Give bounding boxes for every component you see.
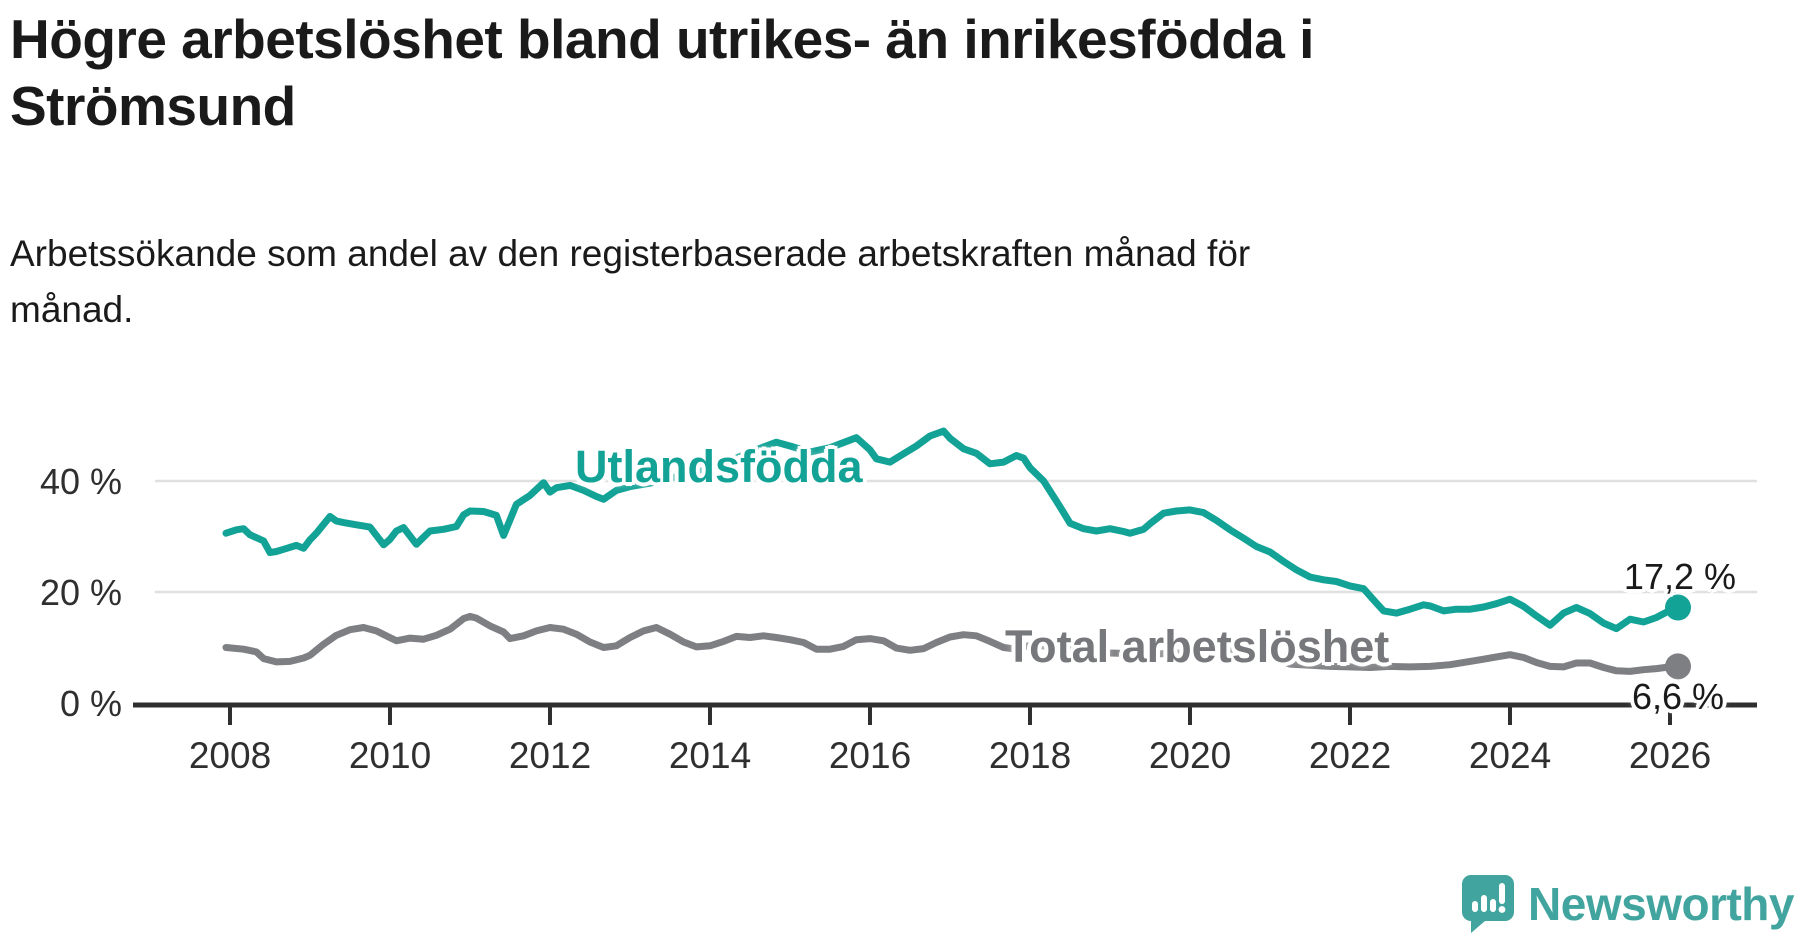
series-end-dot-utlandsfodda <box>1665 594 1691 621</box>
exclamation-bar <box>1499 883 1506 904</box>
x-axis-label-2014: 2014 <box>669 735 751 776</box>
series-label-total-arbetsloshet: Total arbetslöshet <box>1005 621 1390 672</box>
x-axis-label-2022: 2022 <box>1309 735 1391 776</box>
bar-1 <box>1472 901 1479 912</box>
newsworthy-logo: Newsworthy <box>1461 874 1794 934</box>
chart-subtitle-line1: Arbetssökande som andel av den registerb… <box>10 233 1251 274</box>
bar-2 <box>1481 895 1488 912</box>
x-axis-label-2026: 2026 <box>1629 735 1711 776</box>
end-value-label-utlandsfodda: 17,2 % <box>1623 556 1736 597</box>
page-title: Högre arbetslöshet bland utrikes- än inr… <box>10 6 1314 139</box>
y-axis-label-40: 40 % <box>40 461 122 502</box>
y-axis-label-0: 0 % <box>60 683 122 724</box>
series-line-utlandsfodda <box>222 427 1682 633</box>
x-axis-label-2024: 2024 <box>1469 735 1551 776</box>
x-axis-label-2018: 2018 <box>989 735 1071 776</box>
y-axis-label-20: 20 % <box>40 572 122 613</box>
series-label-utlandsfodda: Utlandsfödda <box>575 441 863 492</box>
exclamation-dot <box>1498 906 1506 913</box>
series-line-total <box>222 612 1682 675</box>
newsworthy-logo-icon <box>1462 875 1515 933</box>
x-axis-label-2008: 2008 <box>189 735 271 776</box>
end-value-label-total: 6,6 % <box>1631 676 1724 717</box>
page-title-line1: Högre arbetslöshet bland utrikes- än inr… <box>10 8 1314 70</box>
series-end-dot-total <box>1665 653 1691 680</box>
x-axis-label-2012: 2012 <box>509 735 591 776</box>
page-title-line2: Strömsund <box>10 74 296 137</box>
bar-3 <box>1490 899 1497 912</box>
x-axis-label-2016: 2016 <box>829 735 911 776</box>
chart-subtitle-line2: månad. <box>10 288 134 330</box>
x-axis-label-2010: 2010 <box>349 735 431 776</box>
x-axis-label-2020: 2020 <box>1149 735 1231 776</box>
newsworthy-logo-text: Newsworthy <box>1528 878 1794 930</box>
speech-bubble-shape <box>1462 875 1515 933</box>
chart-subtitle: Arbetssökande som andel av den registerb… <box>10 226 1250 337</box>
